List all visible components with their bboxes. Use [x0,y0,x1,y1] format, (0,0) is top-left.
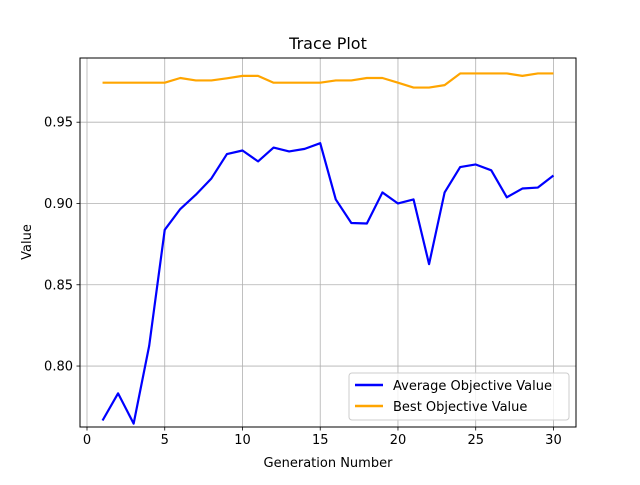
y-tick-label: 0.95 [44,116,73,131]
x-tick-label: 0 [83,433,91,448]
y-tick-label: 0.80 [44,360,73,375]
series-lines [101,72,555,425]
legend-label-best: Best Objective Value [393,400,527,415]
y-axis-label: Value [20,224,35,260]
plot-frame [79,57,577,428]
grid-lines [80,58,576,427]
best-objective-line [102,72,554,89]
legend-label-average: Average Objective Value [393,379,552,394]
average-objective-line [101,142,555,425]
chart-title: Trace Plot [288,34,367,53]
x-tick-label: 5 [161,433,169,448]
x-tick-label: 15 [312,433,329,448]
y-tick-label: 0.85 [44,278,73,293]
x-tick-label: 10 [234,433,251,448]
y-tick-label: 0.90 [44,197,73,212]
legend-box [348,372,570,421]
x-tick-label: 20 [390,433,407,448]
legend: Average Objective Value Best Objective V… [348,372,570,421]
x-tick-label: 25 [467,433,484,448]
x-tick-label: 30 [545,433,562,448]
axis-ticks: 0 5 10 15 20 25 30 0.80 0.85 0.90 0.95 [44,116,562,448]
x-axis-label: Generation Number [264,456,394,471]
